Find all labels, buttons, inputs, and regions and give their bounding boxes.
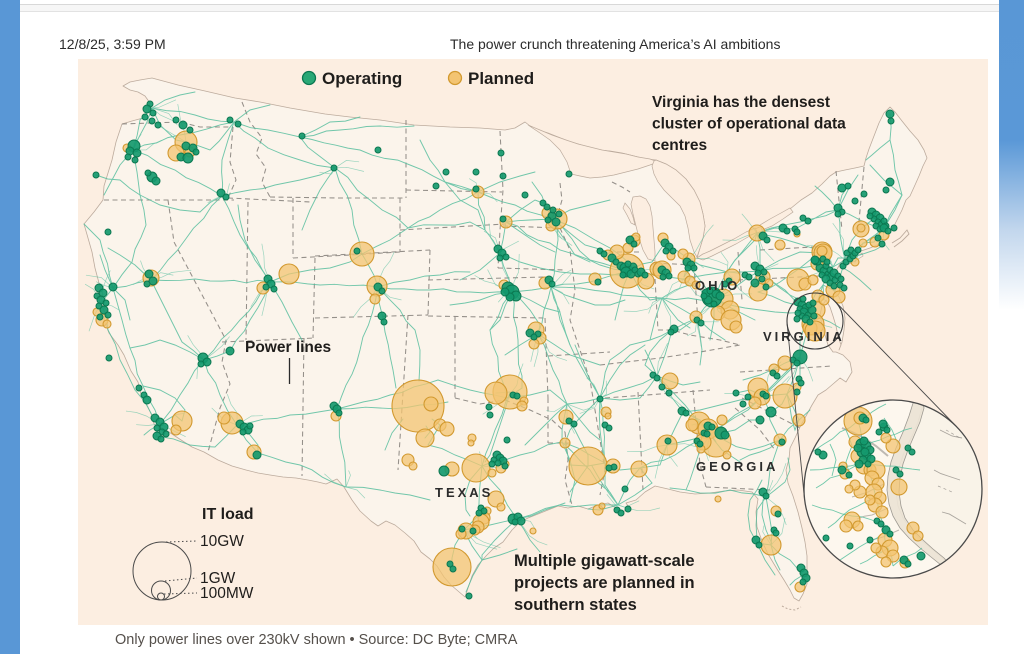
svg-text:10GW: 10GW — [200, 533, 244, 550]
svg-text:Virginia has the densest: Virginia has the densest — [652, 94, 830, 111]
svg-text:100MW: 100MW — [200, 585, 254, 602]
svg-text:VIRGINIA: VIRGINIA — [763, 329, 845, 344]
svg-text:1GW: 1GW — [200, 570, 236, 587]
svg-text:cluster of operational data: cluster of operational data — [652, 116, 846, 133]
svg-text:GEORGIA: GEORGIA — [696, 459, 778, 474]
svg-text:Operating: Operating — [322, 69, 402, 88]
svg-text:Multiple gigawatt-scale: Multiple gigawatt-scale — [514, 552, 695, 570]
svg-text:southern states: southern states — [514, 596, 637, 614]
svg-text:Planned: Planned — [468, 69, 534, 88]
svg-text:Power lines: Power lines — [245, 339, 331, 356]
svg-text:OHIO: OHIO — [695, 278, 740, 293]
svg-text:projects are planned in: projects are planned in — [514, 574, 695, 592]
svg-text:centres: centres — [652, 137, 707, 154]
svg-text:IT load: IT load — [202, 506, 254, 523]
svg-text:TEXAS: TEXAS — [435, 485, 493, 500]
